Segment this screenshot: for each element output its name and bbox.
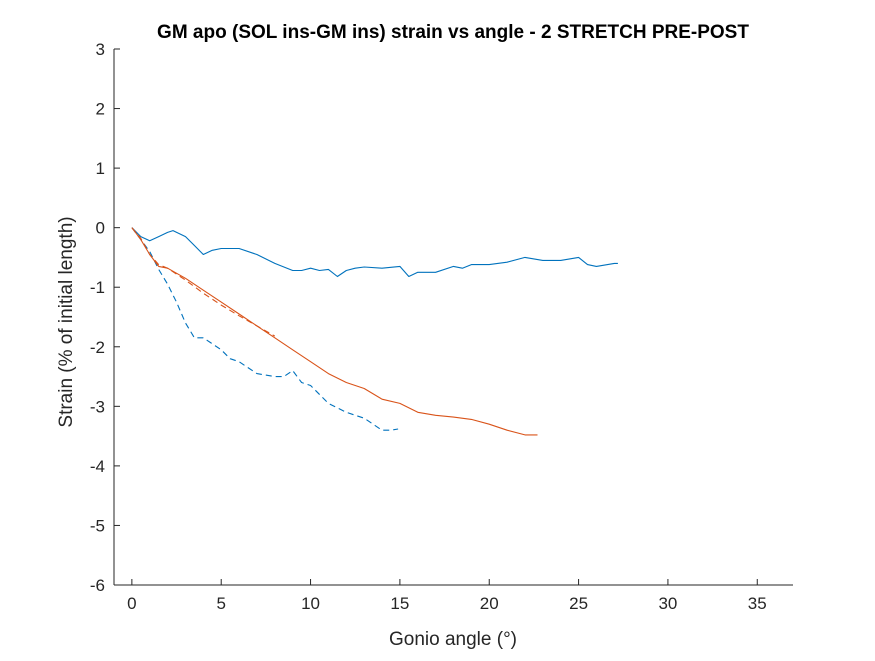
- axes-layer: [113, 49, 793, 586]
- y-tick-label: 1: [96, 159, 105, 178]
- y-tick-label: -4: [90, 457, 105, 476]
- x-tick-label: 15: [390, 594, 409, 613]
- x-tick-label: 10: [301, 594, 320, 613]
- chart-title: GM apo (SOL ins-GM ins) strain vs angle …: [157, 22, 749, 43]
- x-tick-label: 25: [569, 594, 588, 613]
- y-tick-label: 2: [96, 100, 105, 119]
- x-tick-label: 5: [216, 594, 225, 613]
- plot-area: [114, 49, 793, 585]
- x-tick-label: 20: [480, 594, 499, 613]
- y-tick-label: -3: [90, 397, 105, 416]
- x-axis-label: Gonio angle (°): [389, 629, 517, 650]
- x-tick-label: 35: [748, 594, 767, 613]
- y-tick-label: 3: [96, 40, 105, 59]
- y-tick-label: -2: [90, 338, 105, 357]
- y-tick-label: -6: [90, 576, 105, 595]
- series-line-2: [131, 227, 538, 436]
- series-line-0: [131, 227, 618, 278]
- ticks-layer: 0 5 10 15 20 25 30 35 -6 -5 -4 -3 -2 -1 0 1 2 3: [90, 40, 767, 613]
- x-tick-label: 0: [127, 594, 136, 613]
- y-tick-label: -5: [90, 516, 105, 535]
- x-tick-label: 30: [658, 594, 677, 613]
- y-tick-label: 0: [96, 219, 105, 238]
- y-axis-label: Strain (% of initial length): [56, 216, 77, 427]
- series-layer: [131, 227, 618, 436]
- y-tick-label: -1: [90, 278, 105, 297]
